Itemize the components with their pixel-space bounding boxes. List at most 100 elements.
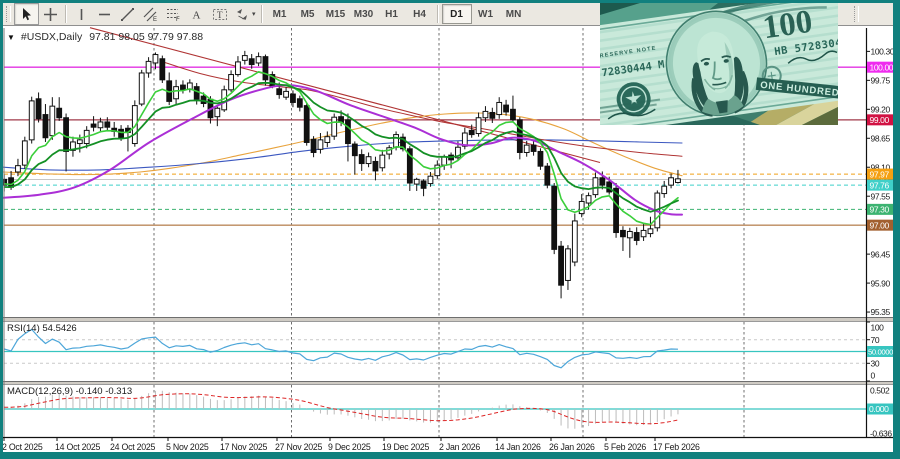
time-axis[interactable]: 2 Oct 2025 14 Oct 2025 24 Oct 2025 5 Nov 20… (2, 437, 700, 452)
level-badge-97[interactable] (867, 219, 893, 231)
tool-button-cursor[interactable] (14, 3, 39, 25)
one-hundred-band-bg (755, 77, 838, 101)
timeframe-button-M15[interactable]: M15 (325, 8, 346, 20)
timeframe-button-M5[interactable]: M5 (300, 8, 315, 20)
trendline-icon (121, 7, 134, 21)
franklin-face (697, 31, 735, 94)
horizontal-line-icon (99, 13, 110, 15)
price-scale[interactable]: 100.30 99.75 99.20 98.65 98.10 97.55 96.45 95.9… (866, 47, 895, 439)
candle-bear (503, 104, 509, 113)
tool-button-horizontal-line[interactable] (93, 4, 116, 24)
tool-button-equidistant-channel[interactable]: E (139, 4, 162, 24)
tool-button-trendline[interactable] (116, 4, 139, 24)
price-label: 99.20 (871, 105, 891, 115)
time-label: 2 Oct 2025 (2, 442, 43, 452)
collapse-arrow-icon[interactable]: ▼ (7, 32, 15, 42)
price-label: 99.75 (871, 76, 891, 86)
toolbar-separator (260, 5, 263, 23)
timeframe-button-D1[interactable]: D1 (441, 4, 472, 24)
text-icon-shape: A (193, 9, 201, 21)
candle-bull (427, 175, 434, 185)
pane-separator[interactable] (3, 317, 893, 322)
rsi-scale-label: 70 (871, 335, 880, 345)
candle-bull (585, 195, 592, 204)
candle-bull (571, 220, 578, 263)
rsi-level-badge[interactable] (867, 346, 893, 357)
candle-bull (675, 178, 681, 184)
time-label: 26 Jan 2026 (549, 442, 595, 452)
toolbar-grip[interactable] (6, 6, 11, 22)
candle-bull (434, 164, 441, 177)
macd-histogram-group (3, 390, 679, 429)
candle-bull (413, 178, 420, 185)
tool-button-text-label[interactable]: T (208, 4, 231, 24)
timeframe-button-W1[interactable]: W1 (478, 8, 494, 20)
toolbar-separator (65, 5, 67, 23)
arrows-icon-shape (241, 14, 247, 20)
price-label: 95.90 (871, 278, 891, 288)
candle-bull (235, 61, 241, 76)
rsi-scale-label: 0 (871, 371, 876, 381)
candle-bear (516, 119, 523, 153)
timeframe-button-MN[interactable]: MN (505, 8, 522, 20)
candle-bull (138, 72, 145, 105)
tool-button-text[interactable]: A (185, 4, 208, 24)
arrows-dropdown-caret[interactable]: ▾ (252, 11, 256, 18)
rsi-level-badge-text: 50.0000 (868, 348, 893, 357)
level-badge-9730[interactable] (867, 203, 893, 215)
franklin-cheeks (703, 75, 734, 91)
candle-bear (90, 123, 97, 128)
window-frame-left (0, 0, 3, 459)
candle-bear (406, 148, 413, 184)
cursor-icon (23, 7, 31, 20)
macd-zero-badge[interactable] (867, 403, 893, 415)
ma-fast-green-line (3, 71, 679, 226)
franklin-nose (711, 61, 722, 81)
ma-orange-line (2, 112, 683, 177)
chart-title: ▼ #USDX,Daily 97.81 98.05 97.79 97.88 (7, 31, 203, 43)
toolbar-grip-right[interactable] (854, 6, 859, 22)
pane-separator[interactable] (3, 381, 893, 385)
level-badge-100[interactable] (867, 61, 893, 73)
timeframe-button-H4[interactable]: H4 (413, 8, 426, 20)
cursor-icon-shape (23, 7, 31, 20)
bill-microtext (600, 103, 657, 114)
level-badge-9797[interactable] (867, 168, 893, 180)
time-label: 9 Dec 2025 (328, 442, 371, 452)
treasurer-signature (787, 50, 838, 64)
timeframe-button-M30[interactable]: M30 (353, 8, 374, 20)
tool-button-fibonacci[interactable]: F (162, 4, 185, 24)
tool-button-crosshair[interactable] (39, 4, 62, 24)
candle-bull (214, 107, 221, 118)
timeframe-button-M1[interactable]: M1 (272, 8, 287, 20)
tool-button-arrows[interactable] (231, 4, 254, 24)
candle-bear (489, 111, 496, 119)
fibonacci-icon-shape (166, 8, 178, 18)
ma-blue-line (2, 139, 683, 171)
price-label: 96.45 (871, 249, 891, 259)
candle-bear (296, 98, 303, 108)
tool-button-vertical-line[interactable] (70, 4, 93, 24)
candle-bear (633, 232, 640, 241)
level-badge-99[interactable] (867, 114, 893, 126)
vertical-line-icon (80, 8, 83, 20)
equidistant-channel-icon: E (143, 7, 157, 22)
level-badge-9776[interactable] (867, 179, 893, 191)
treasury-seal-detail (767, 71, 776, 80)
candle-bull (592, 177, 599, 196)
franklin-cravat (715, 100, 728, 114)
rsi-scale-label: 30 (871, 359, 880, 369)
time-label: 5 Feb 2026 (604, 442, 646, 452)
trendline-icon-shape (121, 8, 134, 20)
candle-bull (578, 200, 585, 215)
franklin-brows (700, 55, 732, 63)
candle-bear (290, 93, 296, 103)
timeframe-button-H1[interactable]: H1 (385, 8, 398, 20)
time-label: 2 Jan 2026 (439, 442, 480, 452)
symbol-period-label: #USDX,Daily (20, 31, 83, 43)
candle-bull (379, 154, 386, 169)
candle-bull (461, 132, 468, 147)
candle-bear (400, 136, 406, 150)
